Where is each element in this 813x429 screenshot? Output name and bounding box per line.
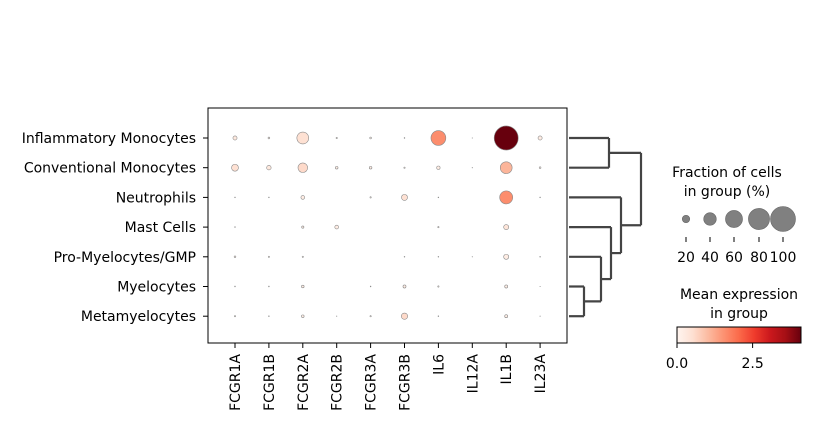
dot-IL1B [504, 284, 509, 289]
plot-frame [207, 107, 568, 344]
dot-FCGR1B [268, 315, 270, 317]
dot-IL6 [437, 285, 440, 288]
dot-IL1B [499, 190, 514, 205]
colorbar [676, 326, 802, 344]
dot-IL1B [504, 314, 509, 319]
dot-FCGR3A [369, 196, 372, 199]
y-tick-label: Myelocytes [117, 280, 196, 296]
dot-FCGR2A [301, 314, 305, 318]
dot-IL1B [499, 161, 513, 174]
y-tick-label: Metamyelocytes [81, 309, 196, 325]
y-tick-label: Mast Cells [125, 220, 196, 236]
size-legend-title-line1: Fraction of cells [672, 165, 782, 181]
color-legend-title-line1: Mean expression [680, 287, 798, 303]
x-tick-label: FCGR3A [364, 354, 380, 411]
dot-FCGR3B [401, 312, 408, 320]
dot-FCGR2A [300, 195, 305, 200]
dot-FCGR1A [234, 285, 236, 288]
dot-FCGR2B [335, 166, 339, 170]
dot-FCGR1B [268, 285, 270, 288]
size-legend-label: 100 [770, 250, 797, 266]
size-legend-dot [748, 208, 770, 230]
dot-IL23A [539, 256, 541, 258]
dot-FCGR3A [369, 136, 372, 140]
dot-FCGR3B [403, 166, 406, 169]
x-tick-label: IL6 [431, 354, 447, 375]
dot-IL6 [436, 165, 441, 170]
dot-IL6 [437, 256, 440, 258]
dot-FCGR2A [301, 255, 304, 258]
dot-IL6 [437, 315, 440, 317]
dot-IL6 [437, 196, 440, 199]
y-tick-label: Pro-Myelocytes/GMP [54, 250, 196, 266]
dot-FCGR1A [234, 315, 236, 318]
x-tick-label: FCGR3B [398, 354, 414, 411]
dot-IL6 [437, 226, 440, 229]
dot-FCGR2B [335, 137, 338, 139]
dot-FCGR2B [334, 224, 339, 230]
dot-FCGR1A [231, 163, 239, 172]
y-tick-label: Inflammatory Monocytes [22, 131, 196, 147]
dot-FCGR3A [369, 285, 372, 288]
y-tick-label: Conventional Monocytes [24, 161, 196, 177]
dot-IL23A [539, 196, 541, 199]
x-tick-label: IL1B [499, 354, 515, 384]
size-legend-label: 80 [750, 250, 768, 266]
dot-IL1B [503, 253, 510, 260]
dot-FCGR1A [234, 226, 236, 228]
colorbar-tick-label: 0.0 [666, 356, 688, 372]
size-legend-title-line2: in group (%) [684, 184, 771, 200]
dot-IL1B [493, 125, 519, 151]
dot-FCGR2A [296, 131, 310, 145]
x-tick-label: FCGR2A [296, 354, 312, 411]
dot-FCGR3B [402, 284, 407, 289]
x-tick-label: FCGR2B [330, 354, 346, 411]
dot-FCGR2A [301, 225, 305, 229]
dot-FCGR1A [233, 255, 237, 259]
dot-FCGR3B [403, 256, 406, 258]
dot-FCGR3B [403, 137, 406, 139]
dot-FCGR1A [234, 196, 236, 199]
dot-FCGR1B [267, 136, 271, 140]
dot-FCGR2A [301, 284, 305, 289]
size-legend-label: 60 [725, 250, 743, 266]
x-tick-label: FCGR1A [228, 354, 244, 411]
y-tick-label: Neutrophils [116, 190, 196, 206]
x-tick-label: IL12A [465, 354, 481, 394]
dot-FCGR3B [401, 194, 408, 201]
size-legend-label: 40 [701, 250, 719, 266]
size-legend-dot [725, 210, 743, 228]
colorbar-tick-label: 2.5 [741, 356, 763, 372]
dot-IL1B [503, 224, 510, 230]
dot-IL23A [537, 135, 543, 141]
x-tick-label: FCGR1B [262, 354, 278, 411]
size-legend-dot [770, 206, 796, 232]
x-tick-label: IL23A [533, 354, 549, 394]
size-legend-dot [703, 212, 717, 226]
size-legend-dot [681, 214, 691, 224]
dot-FCGR2A [297, 162, 308, 173]
size-legend-label: 20 [677, 250, 695, 266]
dot-FCGR3A [369, 315, 372, 318]
dot-IL23A [538, 166, 542, 169]
dot-FCGR1A [232, 135, 238, 141]
dot-FCGR3A [368, 166, 373, 170]
dot-IL6 [430, 130, 447, 146]
dot-FCGR1B [266, 165, 272, 171]
dot-FCGR1B [268, 196, 270, 199]
dot-FCGR1B [267, 255, 270, 258]
color-legend-title-line2: in group [710, 306, 768, 322]
